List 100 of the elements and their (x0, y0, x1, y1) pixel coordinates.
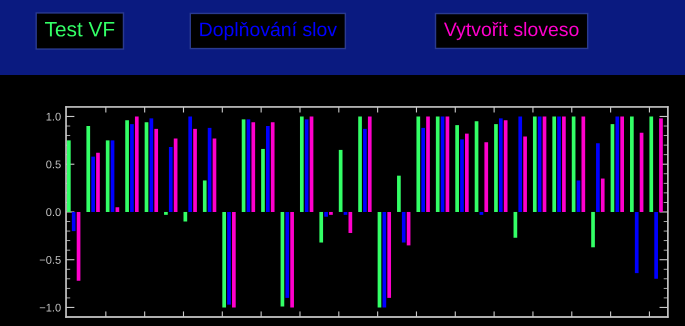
bar (154, 128, 158, 212)
bar (246, 119, 250, 212)
bar (630, 116, 634, 212)
bar (310, 116, 314, 212)
bar (460, 139, 464, 212)
bar (290, 212, 294, 308)
bar (106, 140, 110, 212)
bar (348, 212, 352, 233)
bar (338, 150, 342, 212)
bar (168, 147, 173, 212)
bar (86, 126, 90, 212)
bar (576, 180, 580, 212)
bar (649, 116, 654, 212)
bar (596, 143, 600, 212)
bar (416, 116, 420, 212)
bar (150, 118, 154, 212)
bar (368, 116, 372, 212)
bar (202, 180, 207, 212)
bar (164, 212, 168, 215)
bar (130, 124, 134, 212)
bar (494, 124, 498, 212)
bar (523, 136, 527, 212)
bar (480, 212, 484, 215)
bar (300, 116, 304, 212)
bar (72, 212, 76, 232)
bar (116, 207, 120, 212)
text: Vytvořit sloveso (444, 22, 578, 40)
bar (421, 128, 426, 212)
bar (251, 122, 256, 212)
y-tick-label: 0.5 (46, 160, 61, 168)
bar (329, 212, 333, 215)
bar (654, 212, 658, 279)
bar (446, 116, 450, 212)
y-tick-label: 1.0 (46, 112, 61, 121)
bar (378, 212, 382, 308)
bar (455, 125, 459, 212)
bar (110, 140, 114, 212)
bar (261, 148, 265, 212)
bar (67, 140, 71, 212)
bar (144, 122, 148, 212)
bar (232, 212, 236, 308)
bar (406, 212, 410, 246)
bar (91, 156, 95, 212)
bar (484, 142, 488, 212)
bar (227, 212, 231, 305)
text: Doplňování slov (200, 22, 337, 40)
y-tick-label: 0.0 (46, 208, 61, 216)
bar (557, 116, 561, 212)
bar (542, 116, 546, 212)
bar (440, 116, 444, 212)
bar (464, 134, 469, 212)
bar (620, 116, 624, 212)
bar (518, 116, 522, 212)
bar (610, 124, 614, 212)
y-tick-label: −0.5 (40, 256, 61, 264)
bar (659, 118, 663, 212)
bar (188, 116, 192, 212)
text: Test VF (44, 22, 114, 37)
bar (474, 121, 478, 212)
bar (304, 119, 309, 212)
bar (193, 128, 197, 212)
bar (363, 128, 367, 212)
bar (208, 128, 212, 212)
bar (266, 126, 270, 212)
bar (174, 138, 178, 212)
bar (397, 176, 401, 212)
bar (504, 120, 508, 212)
bar (96, 152, 100, 212)
bar (498, 118, 503, 212)
bar (183, 212, 188, 222)
bar (562, 116, 566, 212)
bar (382, 212, 386, 308)
bar (222, 212, 226, 308)
bar (270, 122, 275, 212)
bar (640, 132, 644, 212)
bar (344, 212, 348, 215)
bar (538, 116, 542, 212)
bar (600, 178, 605, 212)
bar (634, 212, 639, 274)
bar (552, 116, 556, 212)
bar (572, 116, 576, 212)
bar (436, 116, 440, 212)
bar (212, 138, 216, 212)
bar (358, 116, 362, 212)
bar (387, 212, 392, 298)
bar (581, 116, 586, 212)
bar (426, 116, 430, 212)
bar (514, 212, 518, 238)
bar (280, 212, 284, 306)
bar (242, 119, 246, 212)
bar (319, 212, 324, 243)
bar (591, 212, 595, 248)
bar (615, 116, 620, 212)
bar (76, 212, 80, 281)
bar (285, 212, 290, 298)
bar (324, 212, 328, 217)
bar (134, 116, 139, 212)
bar (532, 116, 537, 212)
y-tick-label: −1.0 (40, 304, 61, 312)
bar (125, 120, 129, 212)
